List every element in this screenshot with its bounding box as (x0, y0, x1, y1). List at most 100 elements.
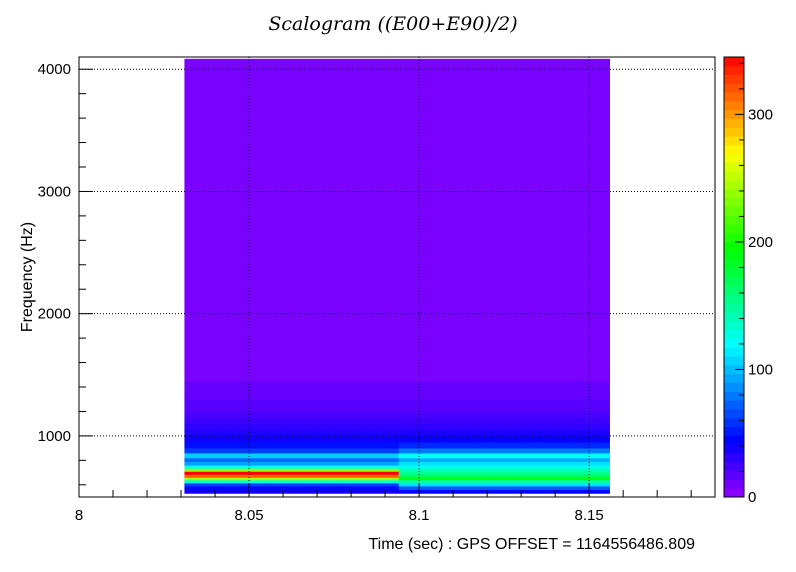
colorbar-swatch (724, 57, 744, 67)
colorbar-tick-label: 200 (748, 234, 773, 251)
colorbar-swatch (724, 83, 744, 93)
heatmap-cell-1-4 (398, 477, 610, 481)
colorbar-swatch (724, 417, 744, 427)
heatmap-cell-1-15 (398, 429, 610, 437)
heatmap-cell-0-11 (184, 453, 400, 459)
y-tick-label: 4000 (38, 61, 71, 78)
colorbar-swatch (724, 312, 744, 322)
colorbar-swatch (724, 259, 744, 269)
colorbar-swatch (724, 171, 744, 181)
plot-frame (78, 56, 716, 498)
colorbar-swatch (724, 145, 744, 155)
colorbar-swatch (724, 488, 744, 498)
y-axis-label: Frequency (Hz) (19, 222, 36, 332)
heatmap-cell-1-21 (398, 58, 610, 382)
heatmap-cell-0-20 (184, 380, 400, 400)
colorbar-swatch (724, 74, 744, 84)
colorbar-swatch (724, 470, 744, 480)
heatmap-cell-0-5 (184, 474, 400, 478)
colorbar-swatch (724, 365, 744, 375)
y-axis: 1000 2000 3000 4000 (38, 61, 93, 486)
heatmap-cell-1-16 (398, 423, 610, 431)
heatmap-cell-0-2 (184, 482, 400, 487)
x-axis-label: Time (sec) : GPS OFFSET = 1164556486.809 (368, 536, 695, 553)
colorbar-swatch (724, 189, 744, 199)
heatmap-cell-1-11 (398, 453, 610, 459)
colorbar-swatch (724, 444, 744, 454)
heatmap-cell-1-2 (398, 482, 610, 487)
heatmap-cell-0-17 (184, 417, 400, 425)
heatmap-cell-1-13 (398, 442, 610, 449)
colorbar-swatch (724, 409, 744, 419)
colorbar-swatch (724, 118, 744, 128)
colorbar-swatch (724, 180, 744, 190)
heatmap-cell-0-16 (184, 423, 400, 431)
colorbar-tick-label: 300 (748, 106, 773, 123)
heatmap-cell-0-8 (184, 465, 400, 469)
colorbar-tick-label: 100 (748, 361, 773, 378)
heatmap-cell-1-14 (398, 435, 610, 443)
heatmap-cell-1-18 (398, 411, 610, 418)
heatmap-cell-0-9 (184, 461, 400, 466)
colorbar-swatch (724, 329, 744, 339)
colorbar-swatch (724, 435, 744, 445)
colorbar-swatch (724, 268, 744, 278)
heatmap-cell-0-3 (184, 479, 400, 484)
heatmap-cells (184, 58, 610, 494)
colorbar-swatch (724, 109, 744, 119)
heatmap-cell-0-12 (184, 448, 400, 454)
grid-lines (79, 57, 715, 497)
colorbar-swatch (724, 373, 744, 383)
heatmap-cell-0-18 (184, 411, 400, 418)
colorbar-swatch (724, 338, 744, 348)
heatmap-cell-0-13 (184, 442, 400, 449)
colorbar-swatch (724, 101, 744, 111)
colorbar-swatch (724, 321, 744, 331)
colorbar-swatch (724, 136, 744, 146)
heatmap-cell-0-10 (184, 457, 400, 462)
colorbar-swatch (724, 453, 744, 463)
colorbar-frame (723, 56, 745, 498)
heatmap-cell-1-0 (398, 489, 610, 494)
heatmap-cell-1-1 (398, 486, 610, 491)
heatmap-cell-0-19 (184, 399, 400, 412)
heatmap-cell-1-12 (398, 448, 610, 454)
heatmap-cell-0-15 (184, 429, 400, 437)
x-tick-label: 8 (75, 507, 83, 524)
heatmap-cell-1-10 (398, 457, 610, 462)
colorbar-swatch (724, 224, 744, 234)
heatmap-cell-0-14 (184, 435, 400, 443)
y-tick-label: 1000 (38, 428, 71, 445)
x-tick-label: 8.15 (575, 507, 604, 524)
colorbar-swatch (724, 197, 744, 207)
colorbar-swatch (724, 294, 744, 304)
heatmap-cell-0-6 (184, 471, 400, 475)
colorbar-swatch (724, 233, 744, 243)
colorbar-swatch (724, 347, 744, 357)
x-tick-label: 8.05 (234, 507, 263, 524)
heatmap-cell-0-7 (184, 468, 400, 472)
colorbar-swatch (724, 303, 744, 313)
colorbar-swatch (724, 127, 744, 137)
colorbar-swatch (724, 277, 744, 287)
heatmap-cell-1-17 (398, 417, 610, 425)
heatmap-cell-1-9 (398, 461, 610, 466)
colorbar-axis: 0 100 200 300 (735, 62, 773, 506)
heatmap-cell-0-0 (184, 489, 400, 494)
x-tick-label: 8.1 (409, 507, 430, 524)
heatmap-cell-0-4 (184, 477, 400, 481)
y-tick-label: 2000 (38, 306, 71, 323)
colorbar-swatch (724, 250, 744, 260)
colorbar-swatch (724, 206, 744, 216)
y-tick-label: 3000 (38, 183, 71, 200)
colorbar-swatch (724, 400, 744, 410)
colorbar-swatch (724, 426, 744, 436)
heatmap-cell-1-19 (398, 399, 610, 412)
colorbar-swatch (724, 215, 744, 225)
colorbar-swatch (724, 162, 744, 172)
heatmap-cell-1-6 (398, 471, 610, 475)
heatmap-cell-1-7 (398, 468, 610, 472)
colorbar-swatch (724, 356, 744, 366)
colorbar-swatch (724, 461, 744, 471)
